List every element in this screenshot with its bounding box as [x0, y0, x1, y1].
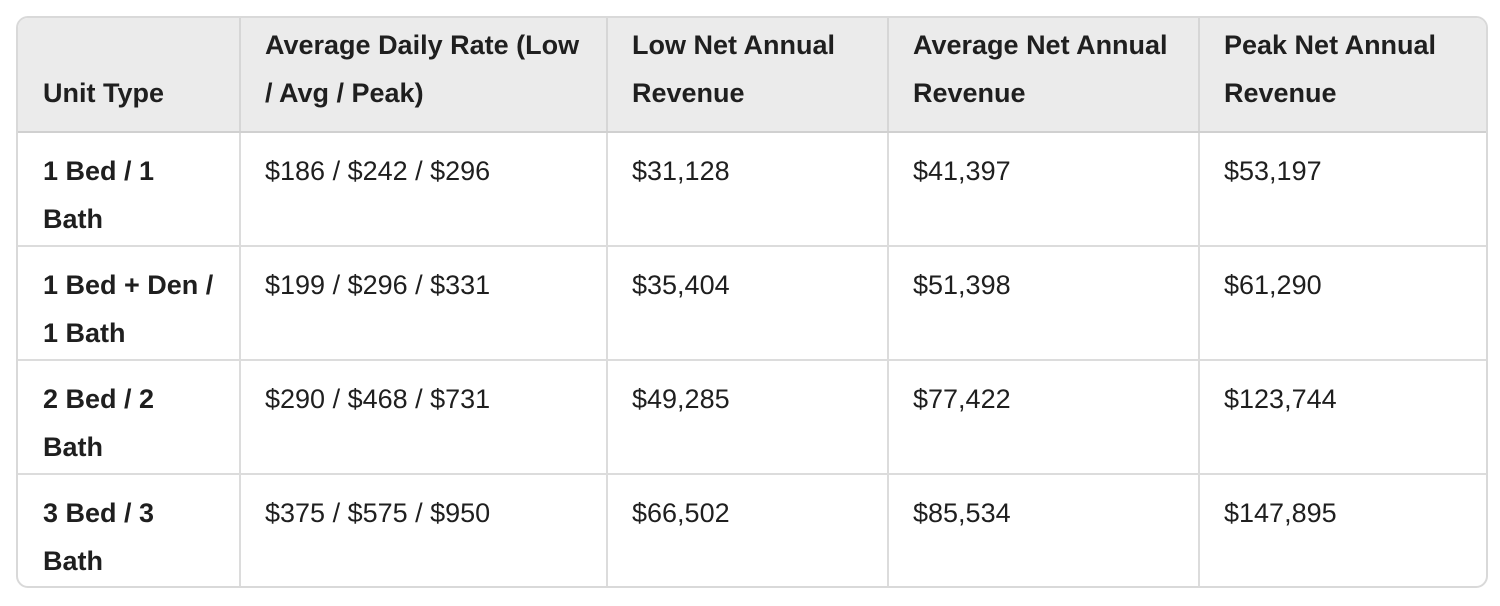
revenue-table: Unit Type Average Daily Rate (Low / Avg …: [18, 18, 1486, 586]
cell-peak-net-annual-revenue: $53,197: [1199, 132, 1486, 247]
cell-unit-type: 2 Bed / 2 Bath: [18, 360, 241, 475]
cell-low-net-annual-revenue: $49,285: [607, 360, 889, 475]
cell-average-net-annual-revenue: $41,397: [888, 132, 1200, 247]
table-body: 1 Bed / 1 Bath $186 / $242 / $296 $31,12…: [18, 132, 1486, 586]
header-row: Unit Type Average Daily Rate (Low / Avg …: [18, 18, 1486, 133]
cell-average-net-annual-revenue: $51,398: [888, 246, 1200, 361]
cell-average-daily-rate: $199 / $296 / $331: [240, 246, 608, 361]
revenue-table-container: Unit Type Average Daily Rate (Low / Avg …: [16, 16, 1488, 588]
cell-low-net-annual-revenue: $31,128: [607, 132, 889, 247]
table-row: 1 Bed / 1 Bath $186 / $242 / $296 $31,12…: [18, 132, 1486, 247]
cell-average-daily-rate: $290 / $468 / $731: [240, 360, 608, 475]
cell-average-daily-rate: $186 / $242 / $296: [240, 132, 608, 247]
cell-peak-net-annual-revenue: $147,895: [1224, 498, 1337, 528]
table-row: 2 Bed / 2 Bath $290 / $468 / $731 $49,28…: [18, 360, 1486, 475]
cell-average-daily-rate: $375 / $575 / $950: [240, 474, 608, 586]
cell-average-net-annual-revenue: $77,422: [888, 360, 1200, 475]
cell-average-net-annual-revenue: $85,534: [888, 474, 1200, 586]
table-row: 3 Bed / 3 Bath $375 / $575 / $950 $66,50…: [18, 474, 1486, 586]
cell-peak-net-annual-revenue: $123,744: [1199, 360, 1486, 475]
header-peak-net-annual-revenue: Peak Net Annual Revenue: [1199, 18, 1486, 133]
cell-peak-net-annual-revenue: $61,290: [1199, 246, 1486, 361]
cell-low-net-annual-revenue: $66,502: [607, 474, 889, 586]
cell-unit-type: 1 Bed + Den / 1 Bath: [18, 246, 241, 361]
header-average-daily-rate: Average Daily Rate (Low / Avg / Peak): [240, 18, 608, 133]
cell-unit-type: 3 Bed / 3 Bath: [18, 474, 241, 586]
header-low-net-annual-revenue: Low Net Annual Revenue: [607, 18, 889, 133]
cell-low-net-annual-revenue: $35,404: [607, 246, 889, 361]
header-unit-type: Unit Type: [18, 18, 241, 133]
header-average-net-annual-revenue: Average Net Annual Revenue: [888, 18, 1200, 133]
cell-unit-type: 1 Bed / 1 Bath: [18, 132, 241, 247]
table-row: 1 Bed + Den / 1 Bath $199 / $296 / $331 …: [18, 246, 1486, 361]
table-header: Unit Type Average Daily Rate (Low / Avg …: [18, 18, 1486, 133]
